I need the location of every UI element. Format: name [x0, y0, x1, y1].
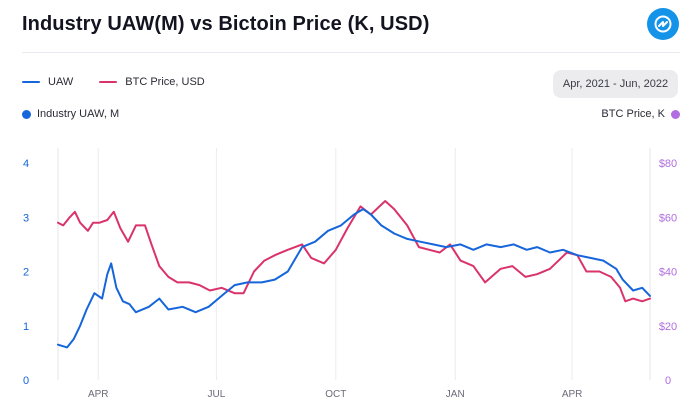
right-tick-label-4: $80 [659, 158, 677, 170]
legend-label-uaw: UAW [48, 76, 74, 88]
date-range-selector[interactable]: Apr, 2021 - Jun, 2022 [553, 70, 678, 98]
left-tick-label-0: 0 [23, 375, 29, 387]
series-line-uaw [57, 208, 651, 349]
right-axis-title: BTC Price, K [601, 108, 680, 120]
x-tick-label-1: JUL [207, 389, 225, 400]
legend-swatch-uaw [22, 81, 40, 83]
left-tick-label-3: 3 [23, 212, 29, 224]
right-tick-label-3: $60 [659, 212, 677, 224]
left-axis-title: Industry UAW, M [22, 108, 119, 120]
x-tick-label-4: APR [562, 389, 583, 400]
x-tick-label-0: APR [88, 389, 109, 400]
left-tick-label-1: 1 [23, 321, 29, 333]
right-tick-label-0: 0 [665, 375, 671, 387]
header-divider [22, 52, 680, 53]
left-axis-dot-icon [22, 109, 31, 119]
legend-item-uaw[interactable]: UAW [22, 76, 73, 88]
series-line-btc [57, 200, 651, 303]
left-axis-label: Industry UAW, M [37, 108, 120, 120]
x-tick-label-3: JAN [446, 389, 465, 400]
left-tick-label-4: 4 [23, 158, 29, 170]
right-axis-label: BTC Price, K [601, 108, 665, 120]
right-tick-label-1: $20 [659, 321, 677, 333]
chart-legend: UAW BTC Price, USD [22, 76, 205, 88]
legend-swatch-btc [99, 81, 118, 83]
chart-title: Industry UAW(M) vs Bictoin Price (K, USD… [22, 13, 430, 35]
right-axis-dot-icon [671, 109, 680, 119]
left-tick-label-2: 2 [23, 267, 29, 279]
x-tick-label-2: OCT [325, 389, 346, 400]
right-tick-label-2: $40 [659, 267, 677, 279]
legend-item-btc[interactable]: BTC Price, USD [99, 76, 205, 88]
app-logo-icon[interactable] [647, 8, 679, 40]
legend-label-btc: BTC Price, USD [125, 76, 205, 88]
